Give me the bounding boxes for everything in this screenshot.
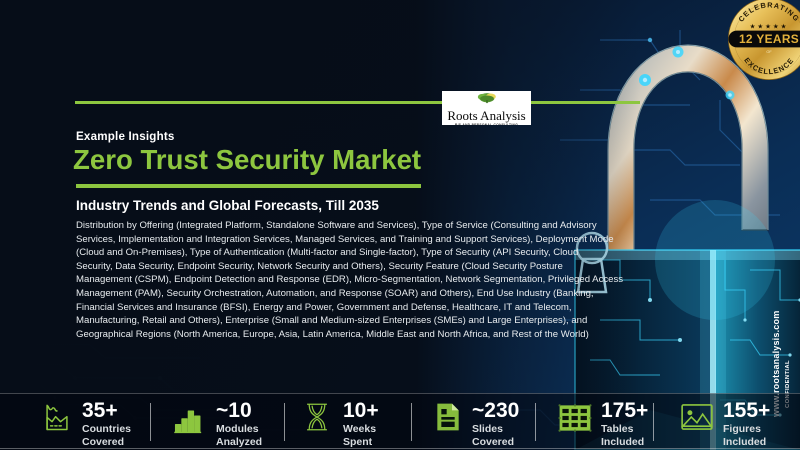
- svg-text:OF: OF: [766, 50, 772, 54]
- svg-text:★★★★★: ★★★★★: [750, 24, 789, 31]
- svg-text:12 YEARS: 12 YEARS: [739, 32, 799, 46]
